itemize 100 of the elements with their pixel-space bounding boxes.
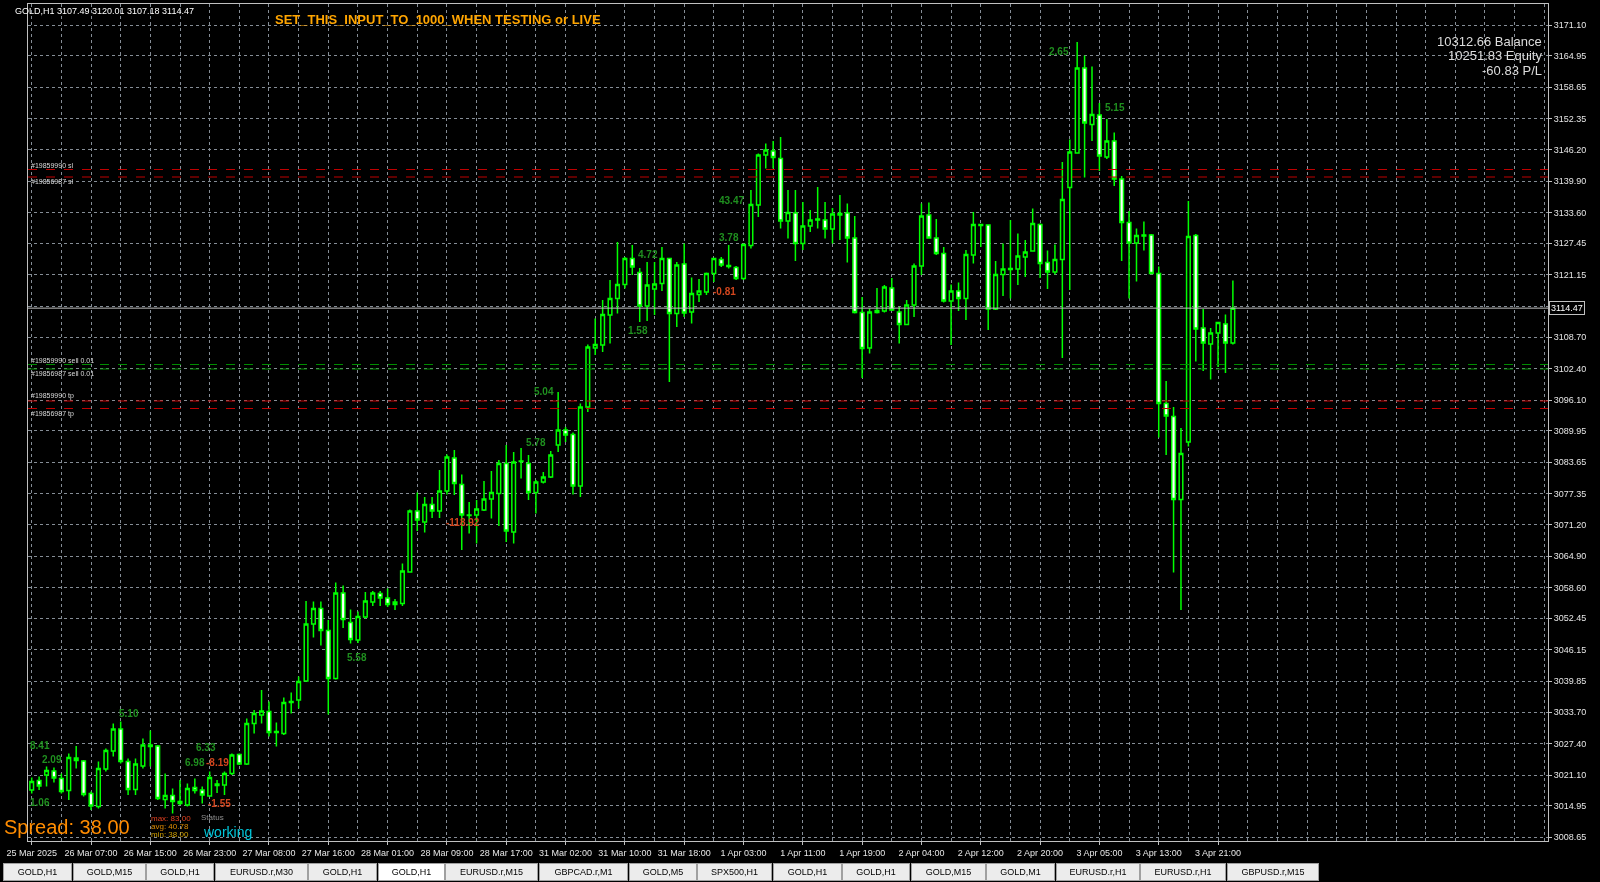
candlestick bbox=[622, 256, 628, 290]
candlestick bbox=[1141, 220, 1147, 252]
candlestick bbox=[1230, 279, 1236, 346]
candlestick bbox=[340, 584, 346, 629]
candlestick bbox=[970, 211, 976, 265]
x-tick-label: 2 Apr 20:00 bbox=[1017, 847, 1064, 858]
candlestick bbox=[118, 720, 124, 765]
candlestick bbox=[1208, 327, 1214, 381]
y-tick-label: 3102.40 bbox=[1553, 363, 1587, 374]
x-tick-label: 3 Apr 05:00 bbox=[1076, 847, 1123, 858]
candlestick bbox=[1193, 233, 1199, 363]
candlestick bbox=[993, 260, 999, 311]
y-tick-label: 3121.15 bbox=[1553, 269, 1587, 280]
candlestick bbox=[444, 453, 450, 496]
x-tick-label: 27 Mar 08:00 bbox=[242, 847, 296, 858]
y-tick-label: 3152.35 bbox=[1553, 113, 1587, 124]
candlestick bbox=[829, 207, 836, 245]
annotation: working bbox=[203, 824, 253, 840]
candlestick bbox=[674, 261, 680, 328]
annotation: 1.06 bbox=[30, 797, 50, 808]
y-tick-label: 3127.45 bbox=[1553, 238, 1587, 249]
candlestick bbox=[918, 202, 925, 276]
x-tick-label: 2 Apr 04:00 bbox=[898, 847, 945, 858]
text: EURUSD.r,H1 bbox=[1069, 867, 1127, 877]
candlestick bbox=[844, 202, 850, 264]
candlestick bbox=[644, 261, 650, 322]
candlestick bbox=[911, 262, 917, 318]
annotation: -60.83 P/L bbox=[1482, 63, 1542, 78]
y-tick-label: 3158.65 bbox=[1553, 82, 1587, 93]
y-tick-label: 3039.85 bbox=[1553, 676, 1587, 687]
annotation: 4.72 bbox=[638, 249, 658, 260]
candlestick bbox=[488, 470, 494, 520]
candlestick bbox=[978, 223, 984, 248]
candlestick bbox=[407, 508, 413, 574]
candlestick bbox=[1000, 242, 1006, 297]
candlestick bbox=[81, 759, 87, 798]
candlestick bbox=[125, 757, 131, 796]
candlestick bbox=[1030, 207, 1036, 253]
candlestick bbox=[296, 675, 302, 710]
candlestick bbox=[310, 600, 317, 639]
candlestick bbox=[666, 257, 672, 383]
candlestick bbox=[355, 610, 361, 644]
candlestick bbox=[207, 770, 213, 798]
y-tick-label: 3033.70 bbox=[1553, 707, 1587, 718]
candlestick bbox=[659, 246, 665, 292]
candlestick bbox=[985, 223, 991, 331]
candlestick bbox=[1156, 265, 1162, 439]
candlestick bbox=[748, 189, 754, 250]
candlestick bbox=[1170, 406, 1177, 574]
y-tick-label: 3014.95 bbox=[1553, 800, 1587, 811]
candlestick bbox=[933, 218, 939, 256]
candlestick bbox=[822, 201, 828, 240]
text: SPX500,H1 bbox=[710, 867, 759, 877]
candlestick bbox=[36, 775, 42, 791]
candlestick bbox=[926, 201, 932, 240]
y-tick-label: 3021.10 bbox=[1553, 770, 1587, 781]
y-tick-label: 3171.10 bbox=[1553, 20, 1587, 31]
y-tick-label: 3089.95 bbox=[1553, 425, 1587, 436]
x-tick-label: 31 Mar 10:00 bbox=[598, 847, 652, 858]
candlestick bbox=[948, 283, 954, 346]
candlestick bbox=[807, 209, 813, 233]
candlestick bbox=[496, 459, 502, 527]
x-tick-label: 1 Apr 03:00 bbox=[720, 847, 767, 858]
candlestick bbox=[733, 265, 739, 281]
x-tick-label: 3 Apr 13:00 bbox=[1135, 847, 1182, 858]
text: GOLD,H1 bbox=[322, 867, 363, 877]
y-tick-label: 3077.35 bbox=[1553, 488, 1587, 499]
candlestick bbox=[140, 737, 146, 770]
candlestick bbox=[110, 722, 116, 758]
candlestick bbox=[881, 284, 887, 314]
annotation: -0.81 bbox=[713, 286, 737, 297]
candlestick bbox=[266, 700, 272, 738]
x-tick-label: 2 Apr 12:00 bbox=[957, 847, 1004, 858]
candlestick bbox=[740, 242, 747, 281]
candlestick bbox=[778, 136, 784, 230]
candlestick bbox=[1089, 65, 1095, 142]
candlestick bbox=[1163, 380, 1169, 456]
candlestick bbox=[904, 299, 910, 326]
annotation: 5.58 bbox=[347, 652, 367, 663]
candlestick bbox=[377, 590, 383, 607]
y-tick-label: 3133.60 bbox=[1553, 207, 1587, 218]
candlestick bbox=[451, 449, 457, 496]
y-tick-label: 3064.90 bbox=[1553, 551, 1587, 562]
candlestick bbox=[711, 257, 717, 283]
y-tick-label: 3046.15 bbox=[1553, 644, 1587, 655]
text: GOLD,M15 bbox=[86, 867, 133, 877]
candlestick bbox=[800, 201, 806, 251]
text: EURUSD.r,M15 bbox=[459, 867, 524, 877]
y-tick-label: 3008.65 bbox=[1553, 832, 1587, 843]
candlestick bbox=[414, 491, 420, 532]
x-tick-label: 28 Mar 17:00 bbox=[479, 847, 533, 858]
candlestick bbox=[1037, 222, 1043, 279]
candlestick bbox=[170, 787, 176, 815]
candlestick bbox=[866, 307, 873, 355]
candlestick bbox=[770, 140, 776, 170]
annotation: 8.41 bbox=[30, 740, 50, 751]
candlestick bbox=[689, 276, 695, 325]
x-tick-label: 28 Mar 09:00 bbox=[420, 847, 474, 858]
candlestick bbox=[1200, 308, 1206, 372]
candlestick bbox=[88, 790, 94, 811]
